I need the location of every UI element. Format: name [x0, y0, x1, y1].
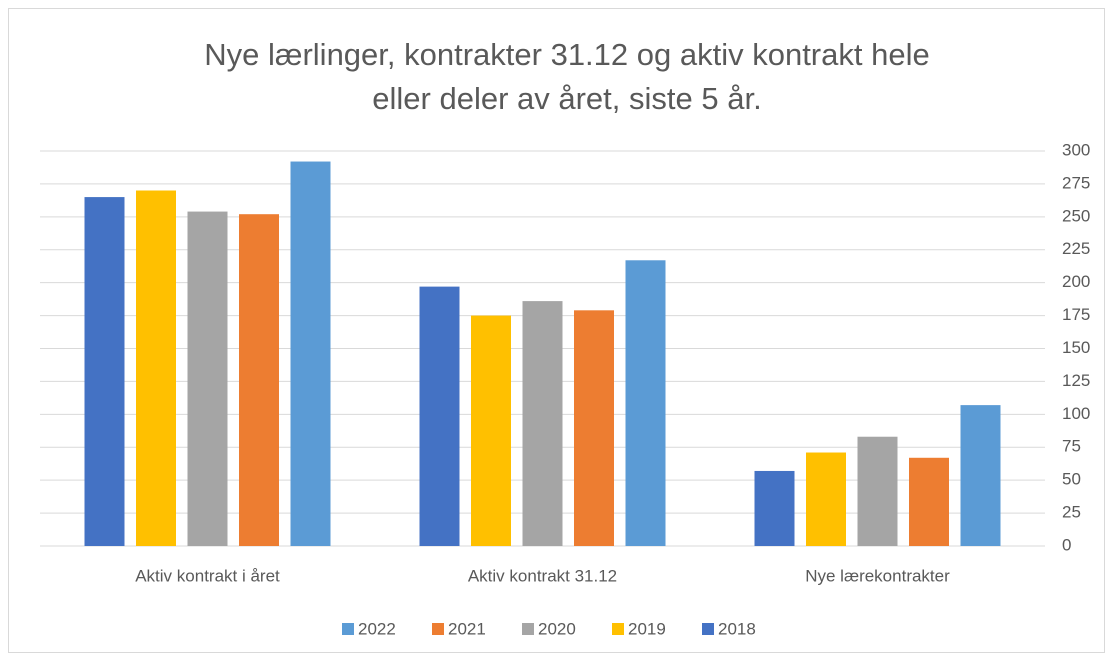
- y-tick-label: 75: [1062, 437, 1081, 456]
- legend-label: 2019: [628, 619, 666, 638]
- bar: [419, 286, 460, 546]
- chart-title: eller deler av året, siste 5 år.: [372, 81, 761, 116]
- bar: [960, 405, 1001, 546]
- x-tick-label: Aktiv kontrakt 31.12: [468, 566, 617, 585]
- legend-swatch: [342, 623, 354, 635]
- legend-label: 2022: [358, 619, 396, 638]
- bar: [136, 190, 176, 546]
- legend-label: 2021: [448, 619, 486, 638]
- bar: [806, 452, 846, 546]
- y-tick-label: 100: [1062, 404, 1090, 423]
- bar: [625, 260, 666, 546]
- bar: [754, 470, 795, 546]
- y-tick-label: 225: [1062, 239, 1090, 258]
- y-tick-label: 125: [1062, 371, 1090, 390]
- chart-title: Nye lærlinger, kontrakter 31.12 og aktiv…: [204, 37, 929, 72]
- y-tick-label: 50: [1062, 470, 1081, 489]
- bar: [909, 457, 949, 546]
- legend-label: 2018: [718, 619, 756, 638]
- y-tick-label: 250: [1062, 206, 1090, 225]
- legend-swatch: [522, 623, 534, 635]
- y-tick-label: 200: [1062, 272, 1090, 291]
- bar: [522, 301, 563, 546]
- y-tick-label: 150: [1062, 338, 1090, 357]
- bar: [239, 214, 279, 546]
- legend-swatch: [702, 623, 714, 635]
- bar: [290, 161, 331, 547]
- bar: [84, 197, 125, 547]
- y-tick-label: 300: [1062, 140, 1090, 159]
- bar: [187, 211, 228, 547]
- bar: [574, 310, 614, 546]
- y-tick-label: 0: [1062, 535, 1071, 554]
- x-tick-label: Aktiv kontrakt i året: [135, 566, 280, 585]
- legend-swatch: [612, 623, 624, 635]
- bar: [471, 315, 511, 546]
- x-tick-label: Nye lærekontrakter: [805, 566, 950, 585]
- y-tick-label: 175: [1062, 305, 1090, 324]
- bar: [857, 436, 898, 546]
- y-tick-label: 275: [1062, 173, 1090, 192]
- y-tick-label: 25: [1062, 503, 1081, 522]
- legend-label: 2020: [538, 619, 576, 638]
- legend-swatch: [432, 623, 444, 635]
